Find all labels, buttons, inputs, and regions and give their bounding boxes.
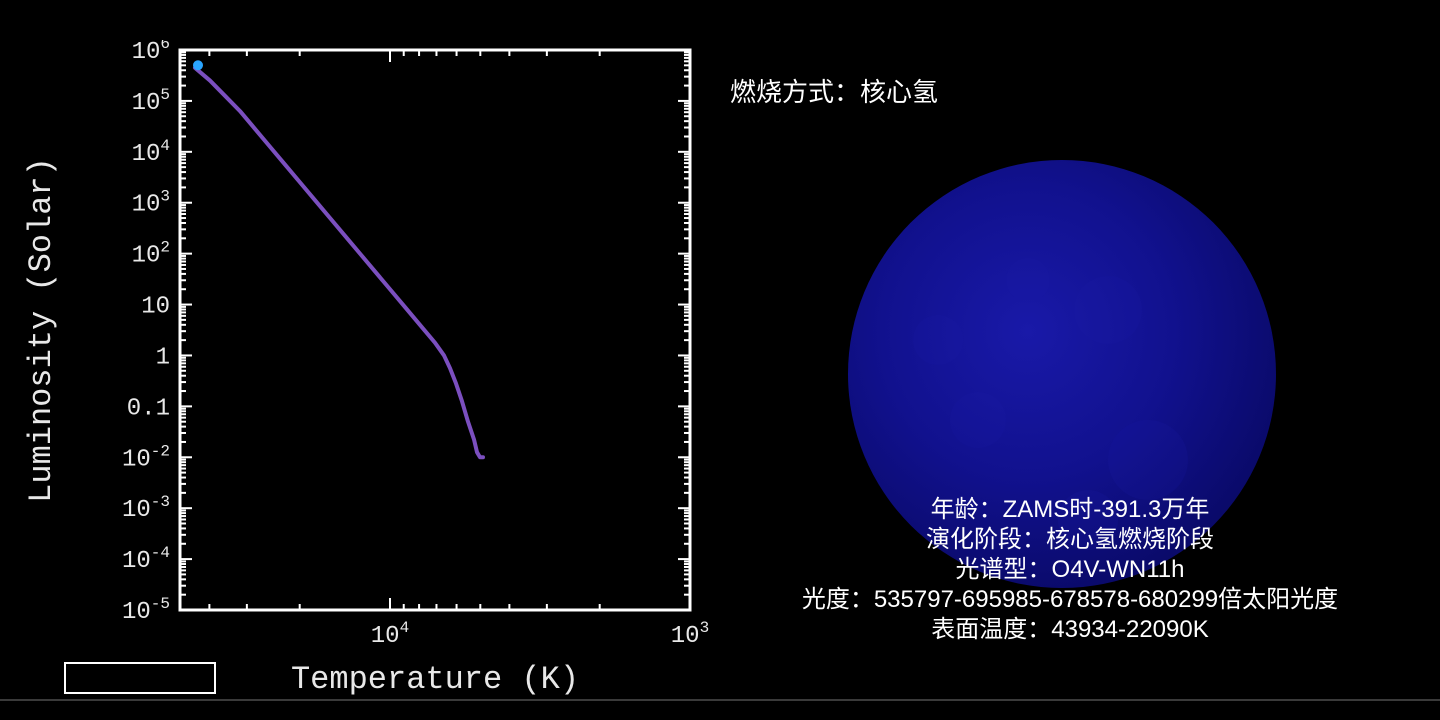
root: 10-5 10-4 10-3 10-2 0.1 1 10 102 103 104 105 106 104… (0, 0, 1440, 720)
svg-text:106: 106 (132, 40, 170, 66)
surface-temp-line: 表面温度：43934-22090K (730, 615, 1410, 645)
burning-mode-value: 核心氢 (860, 77, 938, 107)
svg-text:103: 103 (132, 188, 170, 219)
svg-text:104: 104 (132, 137, 170, 168)
burning-mode-label: 燃烧方式： (730, 77, 860, 107)
spectral-line: 光谱型：O4V-WN11h (730, 555, 1410, 585)
luminosity-line: 光度：535797-695985-678578-680299倍太阳光度 (730, 585, 1410, 615)
hr-diagram-svg: 10-5 10-4 10-3 10-2 0.1 1 10 102 103 104 105 106 104… (20, 40, 710, 710)
star-info-block: 年龄：ZAMS时-391.3万年 演化阶段：核心氢燃烧阶段 光谱型：O4V-WN… (730, 495, 1410, 645)
svg-text:0.1: 0.1 (127, 395, 170, 422)
age-line: 年龄：ZAMS时-391.3万年 (730, 495, 1410, 525)
svg-text:1: 1 (156, 344, 170, 371)
bottom-rule (0, 699, 1440, 701)
svg-text:104: 104 (371, 619, 409, 650)
svg-text:102: 102 (132, 239, 170, 270)
svg-text:10: 10 (141, 294, 170, 321)
svg-text:105: 105 (132, 86, 170, 117)
burning-mode-row: 燃烧方式：核心氢 (730, 72, 938, 109)
svg-text:Temperature (K): Temperature (K) (291, 661, 579, 698)
svg-text:10-3: 10-3 (122, 493, 170, 524)
svg-text:Luminosity (Solar): Luminosity (Solar) (23, 157, 60, 503)
stage-line: 演化阶段：核心氢燃烧阶段 (730, 525, 1410, 555)
svg-text:103: 103 (671, 619, 709, 650)
svg-text:10-4: 10-4 (122, 544, 170, 575)
hr-diagram: 10-5 10-4 10-3 10-2 0.1 1 10 102 103 104 105 106 104… (20, 40, 710, 710)
svg-text:10-5: 10-5 (122, 595, 170, 626)
svg-text:10-2: 10-2 (122, 442, 170, 473)
